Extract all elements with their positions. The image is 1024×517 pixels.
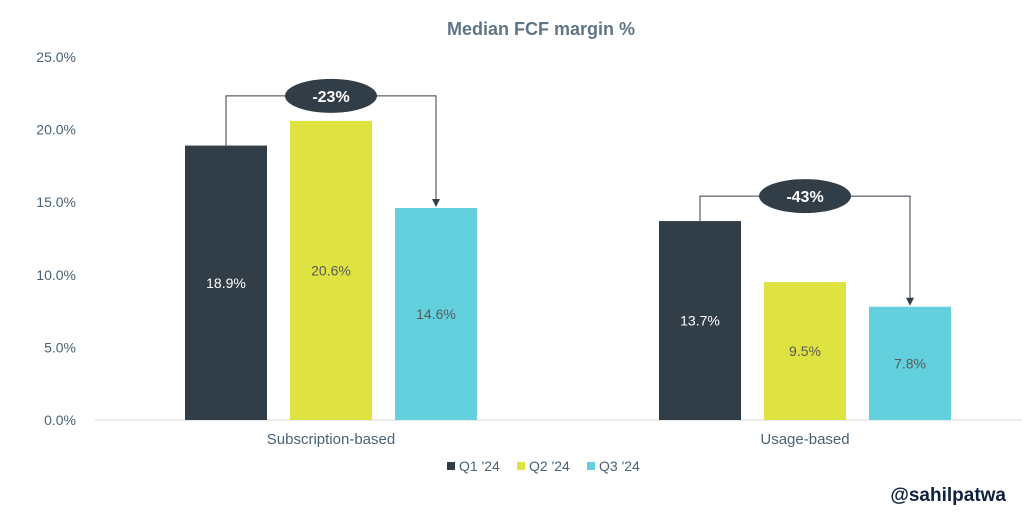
- bar-data-label: 13.7%: [680, 313, 720, 329]
- annotations: -23% -43%: [225, 78, 914, 306]
- y-tick-label: 15.0%: [36, 194, 76, 210]
- y-tick-label: 20.0%: [36, 122, 76, 138]
- y-tick-label: 25.0%: [36, 49, 76, 65]
- y-axis: 0.0% 5.0% 10.0% 15.0% 20.0% 25.0%: [36, 49, 76, 428]
- bar: [869, 306, 951, 420]
- legend-swatch: [587, 462, 595, 470]
- legend-swatch: [517, 462, 525, 470]
- y-tick-label: 5.0%: [44, 339, 76, 355]
- legend: Q1 '24 Q2 '24 Q3 '24: [447, 458, 640, 474]
- bar-data-label: 7.8%: [894, 355, 926, 371]
- y-tick-label: 0.0%: [44, 412, 76, 428]
- legend-label: Q2 '24: [529, 458, 570, 474]
- bar-data-label: 18.9%: [206, 275, 246, 291]
- chart-title: Median FCF margin %: [447, 19, 635, 39]
- author-handle: @sahilpatwa: [890, 485, 1006, 506]
- legend-label: Q1 '24: [459, 458, 500, 474]
- change-badge-label: -23%: [312, 89, 349, 106]
- bar: [185, 145, 267, 420]
- bar-data-label: 9.5%: [789, 343, 821, 359]
- x-category-label: Usage-based: [760, 431, 849, 448]
- bar: [395, 208, 477, 420]
- bar: [764, 282, 846, 420]
- bar-data-label: 14.6%: [416, 306, 456, 322]
- legend-label: Q3 '24: [599, 458, 640, 474]
- y-tick-label: 10.0%: [36, 267, 76, 283]
- bar-data-label: 20.6%: [311, 262, 351, 278]
- bar: [659, 221, 741, 420]
- legend-swatch: [447, 462, 455, 470]
- change-badge-label: -43%: [786, 189, 823, 206]
- change-badge: [285, 78, 377, 113]
- x-axis: Subscription-based Usage-based: [267, 431, 850, 448]
- bar: [290, 120, 372, 420]
- x-category-label: Subscription-based: [267, 431, 395, 448]
- change-badge: [759, 179, 851, 214]
- bars: 18.9% 20.6% 14.6% 13.7% 9.5% 7.8%: [185, 120, 951, 420]
